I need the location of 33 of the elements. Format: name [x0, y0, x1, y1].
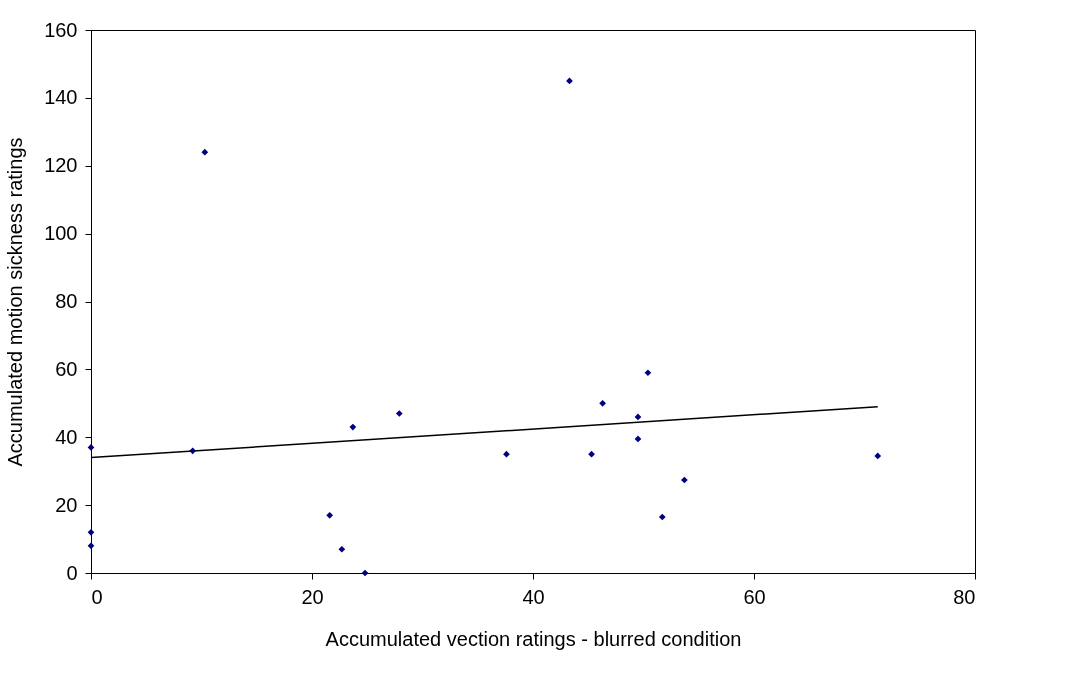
- point: [503, 450, 510, 458]
- y-tick-label: 120: [44, 154, 78, 177]
- point: [634, 435, 642, 443]
- x-tick-label: 20: [301, 585, 324, 608]
- point: [87, 542, 95, 550]
- point: [874, 452, 882, 460]
- point: [395, 410, 403, 417]
- y-tick-label: 40: [55, 425, 78, 448]
- point: [599, 399, 606, 407]
- y-axis-title: Accumulated motion sickness ratings: [4, 137, 27, 467]
- point: [326, 511, 334, 519]
- x-axis-title: Accumulated vection ratings - blurred condition: [325, 627, 742, 650]
- point: [189, 447, 197, 455]
- point: [349, 423, 357, 431]
- point: [87, 528, 95, 536]
- point: [634, 413, 642, 421]
- x-tick-label: 0: [91, 585, 103, 608]
- y-tick-label: 140: [44, 86, 78, 109]
- x-tick-label: 40: [522, 585, 545, 608]
- y-tick-label: 160: [44, 18, 78, 41]
- x-tick-label: 60: [743, 585, 766, 608]
- point: [201, 148, 209, 156]
- y-tick-label: 0: [66, 561, 78, 584]
- point: [658, 513, 666, 521]
- point: [588, 450, 595, 458]
- y-tick-label: 60: [55, 357, 78, 380]
- point: [361, 569, 369, 577]
- point: [644, 369, 652, 377]
- point: [338, 545, 346, 553]
- y-tick-label: 20: [55, 493, 78, 516]
- y-tick-label: 100: [44, 222, 78, 245]
- y-tick-label: 80: [55, 290, 78, 312]
- x-tick-label: 80: [953, 585, 976, 608]
